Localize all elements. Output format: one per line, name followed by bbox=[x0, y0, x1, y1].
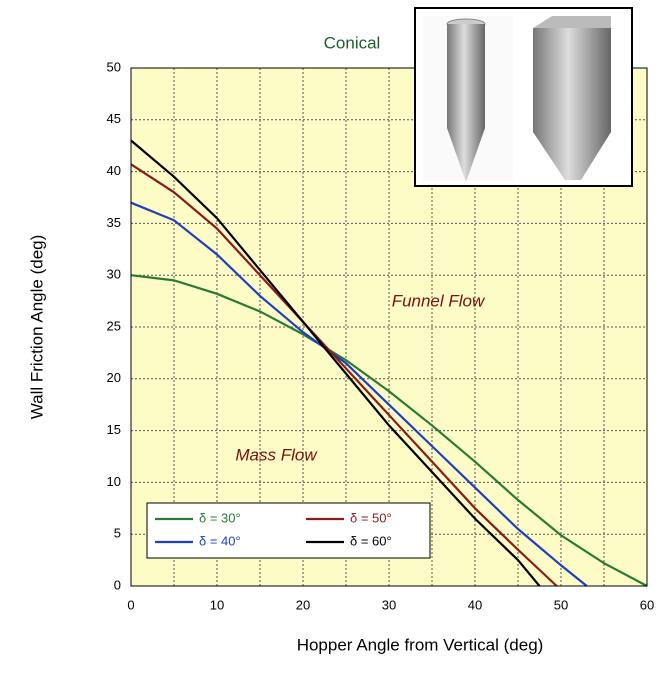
inset-image bbox=[415, 8, 632, 186]
annotation: Conical bbox=[324, 33, 381, 52]
x-tick-label: 10 bbox=[210, 597, 224, 612]
x-tick-label: 60 bbox=[640, 597, 654, 612]
y-tick-label: 50 bbox=[107, 59, 121, 74]
x-tick-label: 40 bbox=[468, 597, 482, 612]
annotation: Funnel Flow bbox=[392, 291, 486, 310]
y-tick-label: 5 bbox=[114, 526, 121, 541]
legend-label: δ = 50° bbox=[350, 510, 392, 525]
x-tick-label: 50 bbox=[554, 597, 568, 612]
legend-label: δ = 40° bbox=[199, 533, 241, 548]
y-tick-label: 10 bbox=[107, 474, 121, 489]
legend-label: δ = 60° bbox=[350, 533, 392, 548]
x-axis-label: Hopper Angle from Vertical (deg) bbox=[297, 635, 544, 654]
legend-label: δ = 30° bbox=[199, 510, 241, 525]
y-tick-label: 35 bbox=[107, 215, 121, 230]
y-axis-label: Wall Friction Angle (deg) bbox=[27, 235, 46, 420]
chart: Conical Funnel Flow Mass Flow δ = 30° δ =… bbox=[0, 0, 658, 677]
x-tick-label: 0 bbox=[127, 597, 134, 612]
y-tick-label: 40 bbox=[107, 163, 121, 178]
y-tick-label: 30 bbox=[107, 267, 121, 282]
x-tick-label: 30 bbox=[382, 597, 396, 612]
y-tick-label: 20 bbox=[107, 370, 121, 385]
y-tick-label: 25 bbox=[107, 318, 121, 333]
x-tick-label: 20 bbox=[296, 597, 310, 612]
annotation: Mass Flow bbox=[235, 445, 318, 464]
y-tick-label: 15 bbox=[107, 422, 121, 437]
y-tick-label: 0 bbox=[114, 577, 121, 592]
y-tick-label: 45 bbox=[107, 111, 121, 126]
